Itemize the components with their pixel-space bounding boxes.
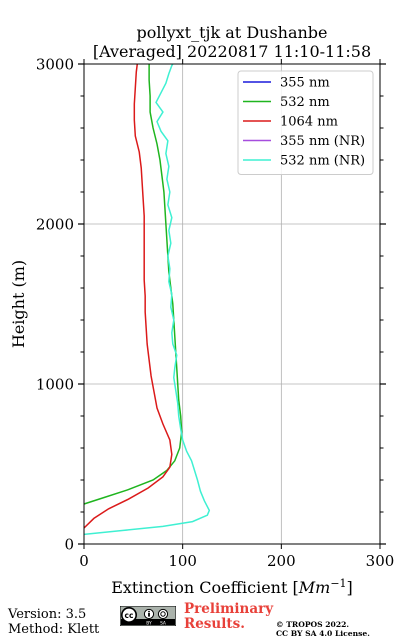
chart-title-line1: pollyxt_tjk at Dushanbe: [136, 23, 327, 42]
preliminary-results-text: Preliminary Results.: [184, 602, 273, 632]
x-axis-label: Extinction Coefficient [Mm−1]: [111, 577, 353, 597]
cc-by-sa-badge: cc BY SA: [120, 606, 176, 626]
chart-title-line2: [Averaged] 20220817 11:10-11:58: [93, 42, 371, 61]
legend-label: 532 nm: [280, 95, 330, 110]
svg-text:cc: cc: [125, 611, 134, 620]
extinction-profile-chart: pollyxt_tjk at Dushanbe [Averaged] 20220…: [9, 23, 395, 597]
series-line-2: [83, 63, 173, 529]
svg-text:BY: BY: [146, 621, 152, 627]
svg-text:SA: SA: [160, 621, 166, 627]
copyright-line1: © TROPOS 2022.: [276, 620, 350, 629]
legend-label: 532 nm (NR): [280, 154, 365, 169]
y-tick-label: 0: [64, 536, 74, 554]
preliminary-line1: Preliminary: [184, 601, 274, 617]
copyright-line2: CC BY SA 4.0 License.: [276, 629, 370, 638]
y-tick-label: 2000: [36, 216, 74, 234]
plot-frame: [83, 63, 381, 545]
x-tick-label: 300: [366, 552, 395, 570]
version-text: Version: 3.5: [8, 607, 87, 622]
y-tick-label: 3000: [36, 56, 74, 74]
series-line-1: [83, 64, 183, 505]
legend-label: 1064 nm: [280, 115, 338, 130]
series-lines: [83, 63, 211, 536]
legend: 355 nm 532 nm 1064 nm 355 nm (NR) 532 nm (NR…: [237, 70, 374, 175]
y-axis-label: Height (m): [9, 260, 28, 348]
method-text: Method: Klett: [8, 622, 100, 637]
series-line-4: [83, 63, 211, 536]
copyright-text: © TROPOS 2022. CC BY SA 4.0 License.: [276, 620, 370, 638]
legend-frame: [237, 70, 374, 175]
x-tick-label: 200: [267, 552, 296, 570]
x-tick-label: 0: [79, 552, 89, 570]
legend-label: 355 nm (NR): [280, 134, 365, 149]
x-tick-label: 100: [168, 552, 197, 570]
legend-label: 355 nm: [280, 76, 330, 91]
y-tick-label: 1000: [36, 376, 74, 394]
preliminary-line2: Results.: [184, 616, 245, 632]
